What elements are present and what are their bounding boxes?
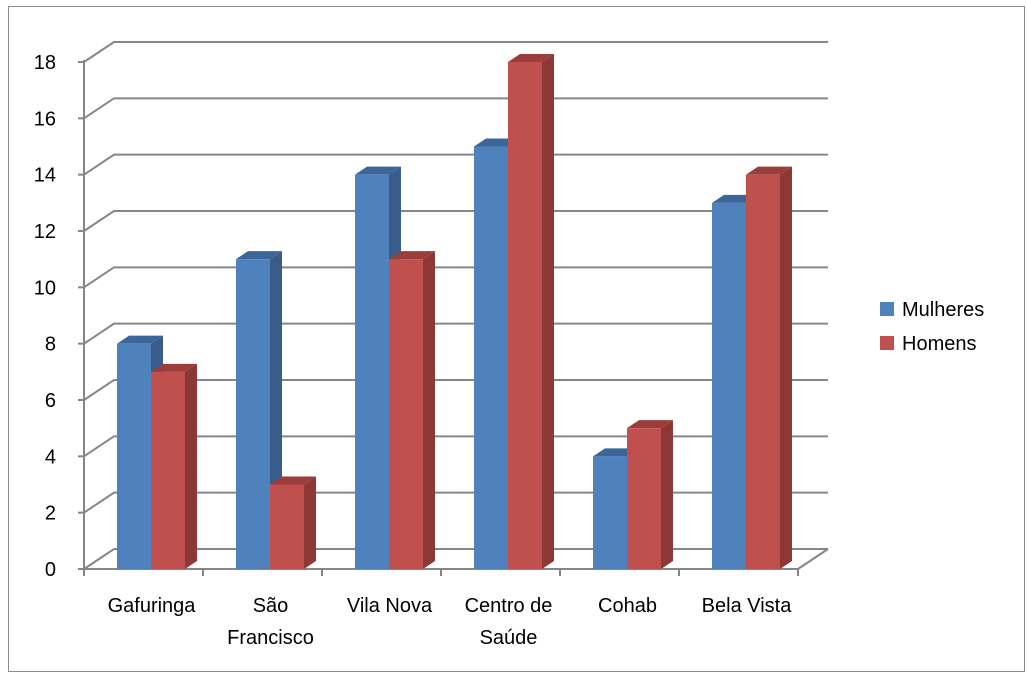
gridline — [83, 322, 828, 345]
y-tick-label: 14 — [34, 165, 56, 187]
bars — [117, 54, 792, 570]
bar-homens — [627, 420, 673, 569]
y-tick-label: 6 — [45, 390, 56, 412]
y-tick-label: 10 — [34, 277, 56, 299]
x-tick-label: Cohab — [598, 595, 657, 617]
legend-swatch — [880, 336, 894, 350]
y-tick-label: 16 — [34, 108, 56, 130]
gridline — [83, 379, 828, 401]
gridline — [83, 210, 828, 232]
gridline — [83, 41, 828, 63]
floor-edge — [797, 548, 829, 570]
bar-homens — [389, 251, 435, 569]
legend-swatch — [880, 302, 894, 316]
x-tick-label: Centro de — [465, 595, 553, 617]
gridlines — [83, 41, 829, 570]
y-tick-label: 18 — [34, 52, 56, 74]
bar-homens — [270, 476, 316, 569]
y-tick-label: 8 — [45, 334, 56, 356]
bar-homens — [151, 363, 197, 569]
x-tick-labels: Gafuringa São Francisco Vila Nova Centro de S… — [108, 595, 793, 649]
y-tick-label: 4 — [45, 446, 56, 468]
y-tick-labels: 0 2 4 6 8 10 12 14 16 18 — [34, 52, 56, 581]
legend-label: Homens — [902, 333, 976, 355]
axes — [78, 60, 799, 576]
bar-homens — [746, 166, 792, 569]
gridline — [83, 548, 828, 570]
x-tick-label: Francisco — [227, 627, 314, 649]
y-tick-label: 2 — [45, 503, 56, 525]
legend-item-homens: Homens — [880, 333, 976, 355]
bar-homens — [508, 54, 554, 569]
legend-item-mulheres: Mulheres — [880, 299, 984, 321]
gridline — [83, 153, 828, 176]
x-tick-label: Gafuringa — [108, 595, 197, 617]
x-tick-label: São — [253, 595, 289, 617]
legend: Mulheres Homens — [880, 299, 984, 355]
legend-label: Mulheres — [902, 299, 984, 321]
gridline — [83, 435, 828, 458]
gridline — [83, 266, 828, 289]
x-tick-label: Saúde — [480, 627, 538, 649]
x-tick-label: Bela Vista — [702, 595, 793, 617]
gridline — [83, 491, 828, 514]
y-tick-label: 0 — [45, 559, 56, 581]
gridline — [83, 97, 828, 120]
x-tick-label: Vila Nova — [347, 595, 433, 617]
y-tick-label: 12 — [34, 221, 56, 243]
